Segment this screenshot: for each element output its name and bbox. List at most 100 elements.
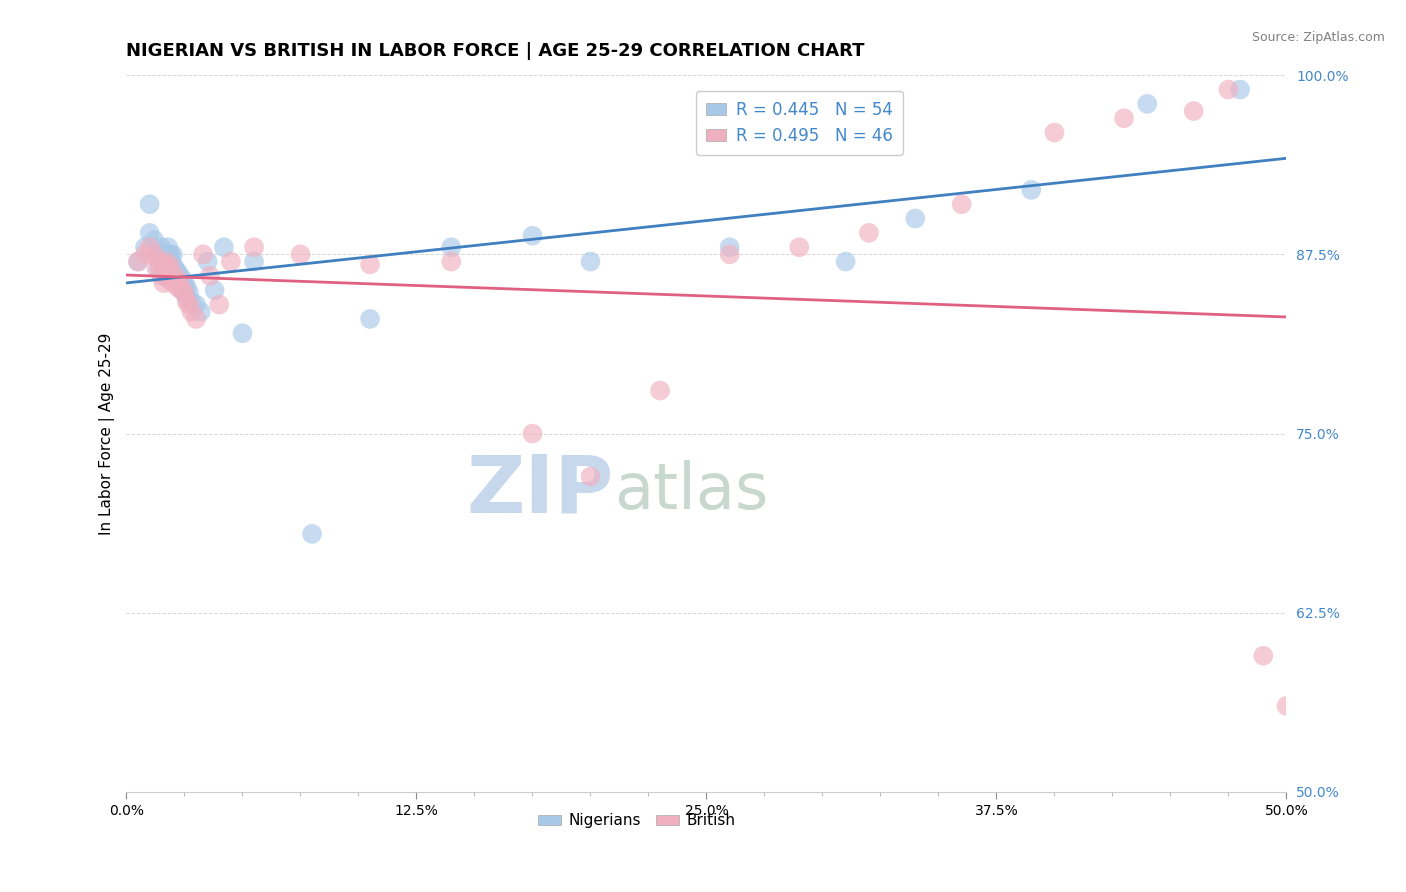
Point [159, 261, 181, 276]
Point [127, 254, 149, 268]
Point [172, 283, 194, 297]
Point [180, 304, 202, 318]
Point [134, 247, 156, 261]
Point [440, 254, 463, 268]
Point [157, 254, 180, 268]
Point [143, 233, 166, 247]
Point [243, 254, 266, 268]
Point [165, 268, 187, 283]
Point [197, 254, 219, 268]
Point [440, 240, 463, 254]
Point [1019, 183, 1042, 197]
Text: atlas: atlas [613, 460, 768, 522]
Point [166, 272, 188, 286]
Point [359, 312, 381, 326]
Y-axis label: In Labor Force | Age 25-29: In Labor Force | Age 25-29 [100, 333, 115, 535]
Point [150, 257, 173, 271]
Point [359, 257, 381, 271]
Point [198, 268, 221, 283]
Point [165, 261, 187, 276]
Point [522, 228, 544, 243]
Point [166, 264, 188, 278]
Point [162, 247, 184, 261]
Point [190, 304, 212, 318]
Point [212, 240, 235, 254]
Point [152, 247, 174, 261]
Point [169, 276, 191, 290]
Point [173, 276, 195, 290]
Point [138, 240, 160, 254]
Point [143, 247, 166, 261]
Point [166, 280, 188, 294]
Point [150, 254, 173, 268]
Point [1043, 126, 1066, 140]
Text: Source: ZipAtlas.com: Source: ZipAtlas.com [1251, 31, 1385, 45]
Point [176, 294, 198, 309]
Point [301, 527, 323, 541]
Point [162, 257, 184, 271]
Legend: Nigerians, British: Nigerians, British [531, 807, 742, 835]
Point [150, 268, 173, 283]
Point [162, 266, 184, 280]
Point [180, 294, 202, 309]
Point [579, 469, 602, 483]
Point [152, 276, 174, 290]
Point [172, 283, 194, 297]
Point [145, 247, 167, 261]
Point [176, 290, 198, 304]
Point [159, 254, 181, 268]
Point [718, 247, 741, 261]
Point [718, 240, 741, 254]
Point [138, 226, 160, 240]
Point [148, 254, 170, 268]
Point [155, 268, 177, 283]
Point [290, 247, 312, 261]
Point [150, 240, 173, 254]
Point [127, 254, 149, 268]
Point [159, 268, 181, 283]
Point [1218, 82, 1240, 96]
Point [204, 283, 226, 297]
Point [134, 240, 156, 254]
Point [1229, 82, 1251, 96]
Point [157, 247, 180, 261]
Point [157, 240, 180, 254]
Point [1251, 648, 1274, 663]
Point [169, 275, 191, 289]
Point [155, 266, 177, 280]
Point [231, 326, 253, 341]
Point [1182, 103, 1205, 118]
Point [169, 268, 191, 283]
Point [834, 254, 856, 268]
Point [162, 276, 184, 290]
Point [208, 297, 231, 311]
Point [159, 247, 181, 261]
Point [1275, 698, 1298, 713]
Point [179, 297, 201, 311]
Point [179, 286, 201, 301]
Point [176, 280, 198, 294]
Text: NIGERIAN VS BRITISH IN LABOR FORCE | AGE 25-29 CORRELATION CHART: NIGERIAN VS BRITISH IN LABOR FORCE | AGE… [127, 42, 865, 60]
Point [145, 261, 167, 276]
Point [858, 226, 880, 240]
Point [155, 254, 177, 268]
Point [184, 297, 207, 311]
Point [165, 268, 187, 283]
Point [579, 254, 602, 268]
Point [157, 272, 180, 286]
Point [243, 240, 266, 254]
Point [950, 197, 973, 211]
Point [1112, 112, 1135, 126]
Point [191, 247, 214, 261]
Point [1136, 96, 1159, 111]
Point [787, 240, 810, 254]
Point [522, 426, 544, 441]
Point [155, 257, 177, 271]
Point [138, 197, 160, 211]
Point [159, 259, 181, 273]
Point [152, 254, 174, 268]
Point [904, 211, 927, 226]
Point [648, 384, 671, 398]
Point [184, 312, 207, 326]
Point [173, 286, 195, 301]
